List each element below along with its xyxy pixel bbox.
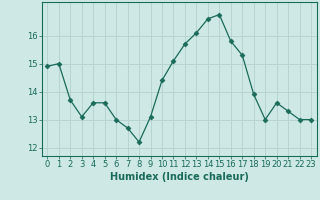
X-axis label: Humidex (Indice chaleur): Humidex (Indice chaleur): [110, 172, 249, 182]
